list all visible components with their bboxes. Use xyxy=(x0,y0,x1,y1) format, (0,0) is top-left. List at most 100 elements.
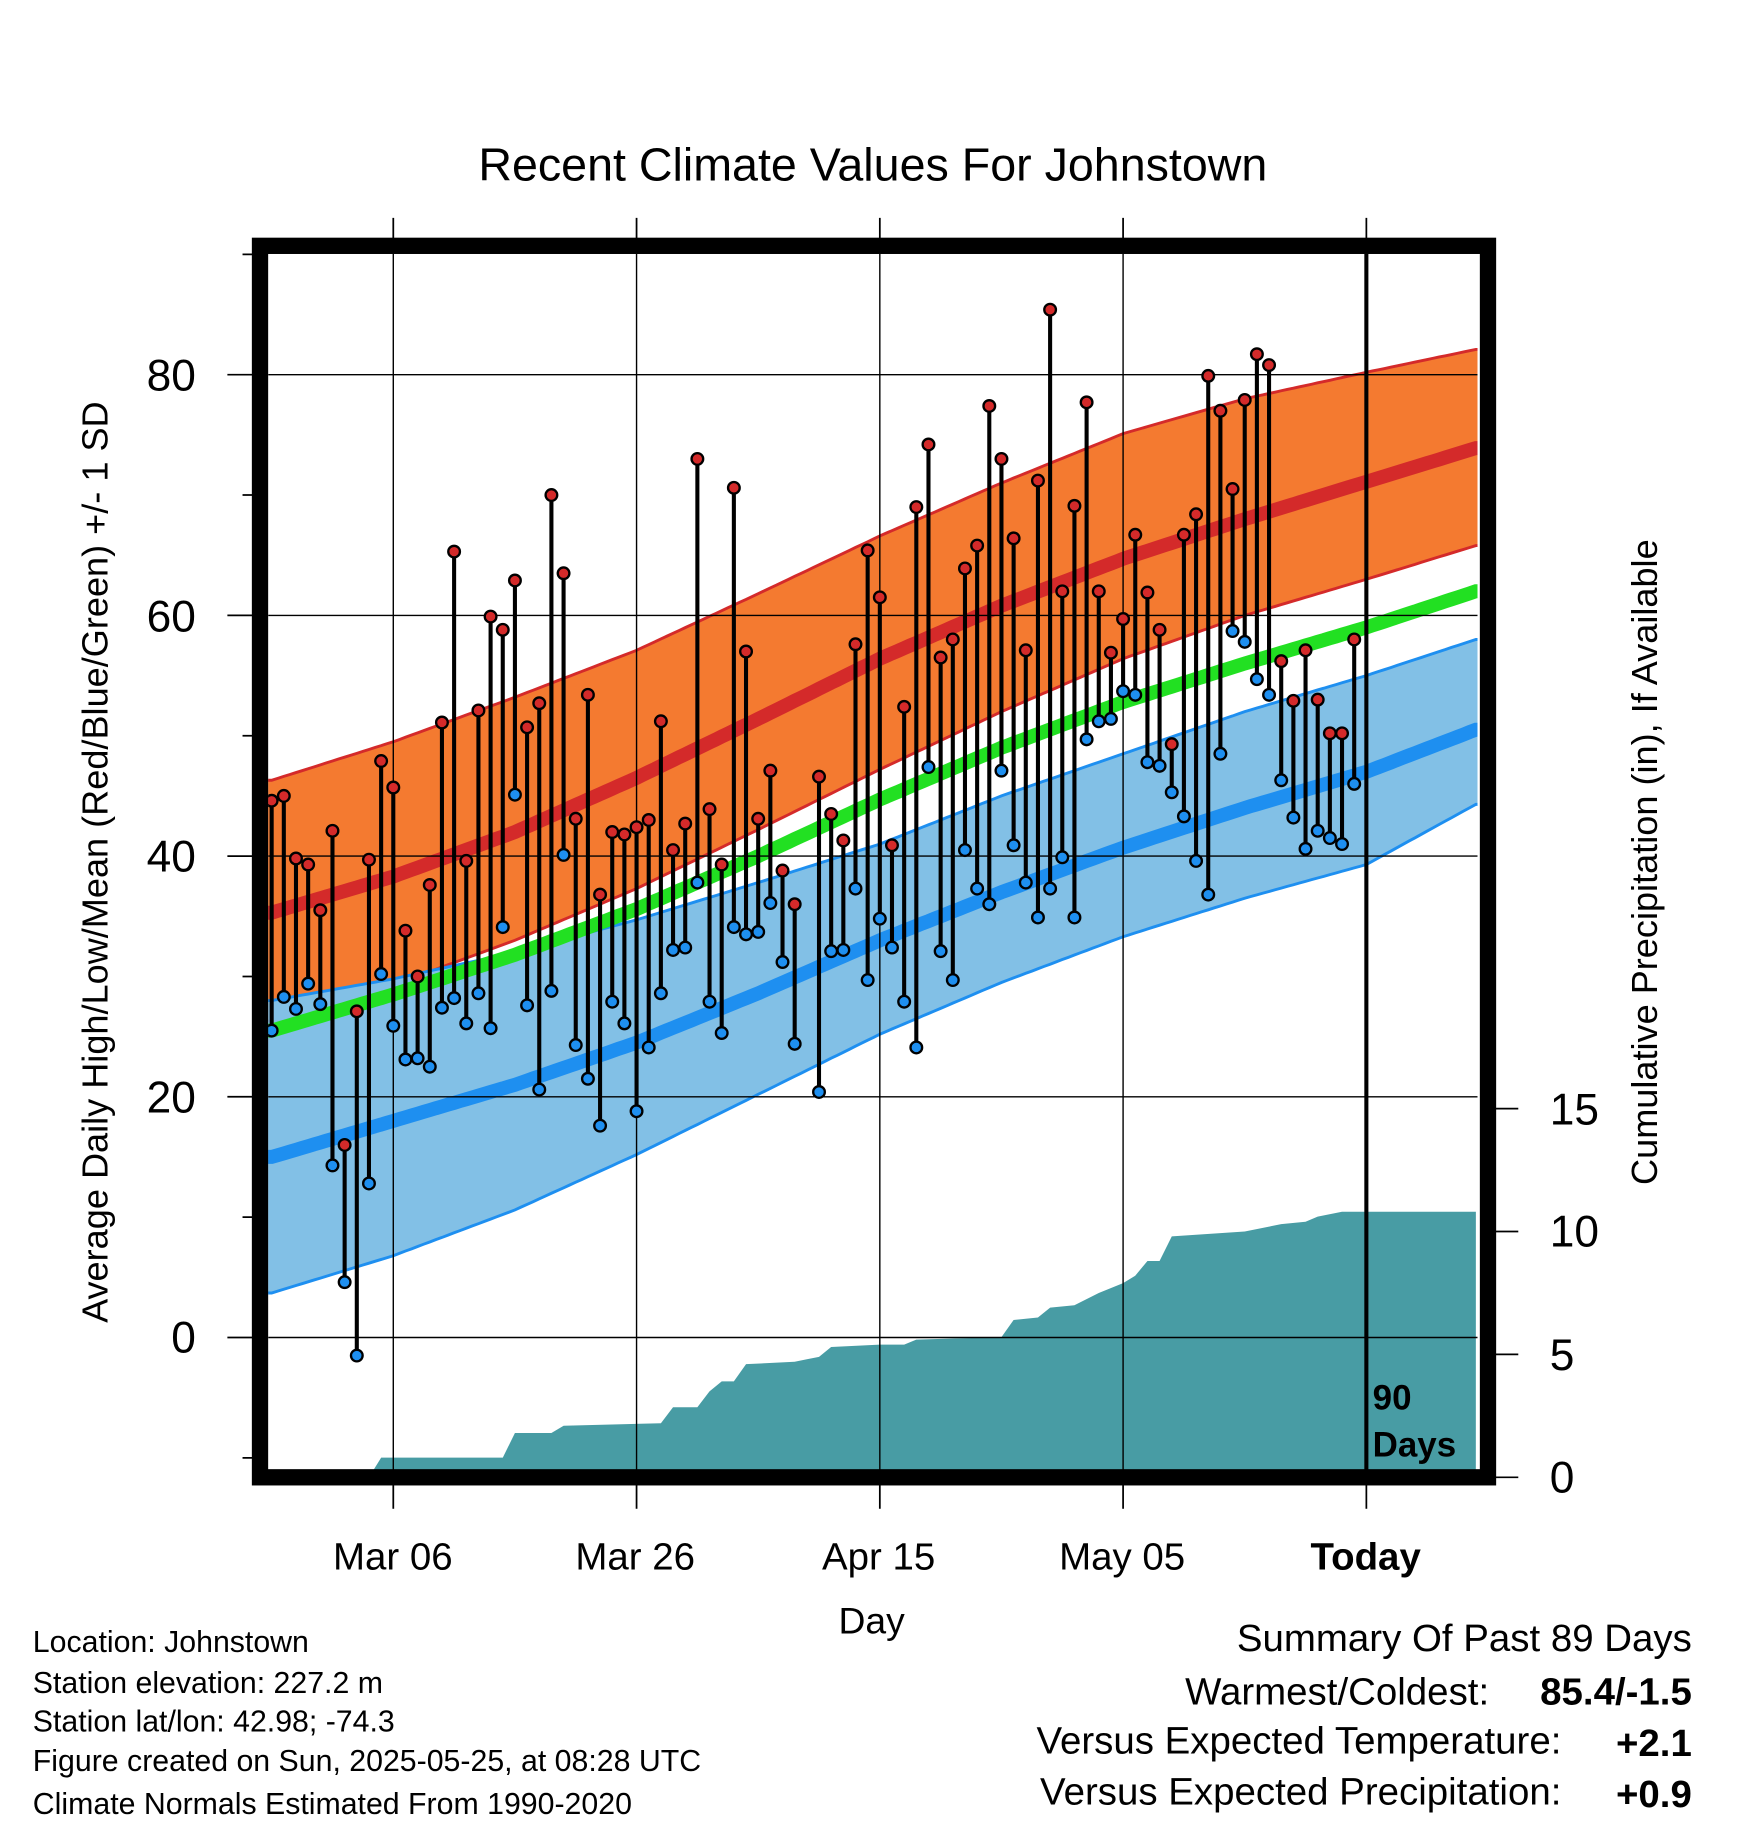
daily-low-point xyxy=(909,1040,924,1055)
daily-high-point xyxy=(1335,726,1350,741)
daily-low-point xyxy=(702,994,717,1009)
info-normals: Climate Normals Estimated From 1990-2020 xyxy=(33,1788,632,1821)
daily-high-point xyxy=(605,825,620,840)
daily-low-point xyxy=(690,875,705,890)
chart-title: Recent Climate Values For Johnstown xyxy=(478,139,1267,191)
daily-high-point xyxy=(1347,632,1362,647)
daily-low-point xyxy=(787,1036,802,1051)
daily-low-point xyxy=(605,994,620,1009)
daily-high-point xyxy=(1079,395,1094,410)
daily-low-point xyxy=(301,976,316,991)
daily-low-point xyxy=(1298,841,1313,856)
summary-precip-label: Versus Expected Precipitation: xyxy=(1040,1771,1561,1814)
x-axis-label: Day xyxy=(839,1599,906,1641)
daily-low-point xyxy=(459,1016,474,1031)
daily-high-point xyxy=(386,780,401,795)
y-tick-label: 40 xyxy=(147,832,196,881)
daily-high-point xyxy=(288,851,303,866)
info-elevation: Station elevation: 227.2 m xyxy=(33,1667,383,1700)
precip-area xyxy=(373,1211,1476,1471)
daily-low-point xyxy=(945,973,960,988)
daily-low-point xyxy=(641,1040,656,1055)
daily-low-point xyxy=(812,1084,826,1099)
daily-low-point xyxy=(629,1104,644,1119)
daily-low-point xyxy=(361,1176,376,1191)
daily-low-point xyxy=(1322,831,1337,846)
daily-low-point xyxy=(957,843,972,858)
info-created: Figure created on Sun, 2025-05-25, at 08… xyxy=(33,1745,701,1778)
daily-high-point xyxy=(422,877,437,892)
daily-low-point xyxy=(714,1026,729,1041)
daily-low-point xyxy=(653,986,668,1001)
daily-low-point xyxy=(751,924,766,939)
daily-low-point xyxy=(1006,838,1021,853)
y-tick-label: 20 xyxy=(147,1074,196,1123)
normal-mean-line xyxy=(268,584,1478,1038)
daily-high-point xyxy=(897,699,912,714)
y2-tick-label: 0 xyxy=(1550,1453,1575,1502)
daily-high-point xyxy=(1030,473,1045,488)
daily-high-point xyxy=(678,816,693,831)
daily-low-point xyxy=(422,1059,437,1074)
daily-high-point xyxy=(276,788,291,803)
y2-tick-label: 15 xyxy=(1550,1085,1599,1134)
daily-low-point xyxy=(739,927,754,942)
low-sd-band xyxy=(268,638,1478,1295)
today-days-label: Days xyxy=(1373,1425,1457,1464)
daily-high-point xyxy=(1298,643,1313,658)
daily-low-point xyxy=(349,1348,364,1363)
daily-low-point xyxy=(1103,711,1118,726)
daily-high-point xyxy=(544,488,559,503)
daily-high-point xyxy=(787,897,802,912)
daily-low-point xyxy=(386,1018,401,1033)
daily-low-point xyxy=(1116,684,1131,699)
daily-high-point xyxy=(1164,737,1179,752)
daily-high-point xyxy=(1225,482,1240,497)
daily-high-point xyxy=(1067,498,1082,513)
daily-high-point xyxy=(690,451,705,466)
daily-low-point xyxy=(1164,785,1179,800)
y2-axis-label: Cumulative Precipitation (in), If Availa… xyxy=(1624,539,1665,1185)
x-tick-label: Mar 06 xyxy=(333,1535,453,1578)
daily-low-point xyxy=(1310,823,1325,838)
daily-low-point xyxy=(666,942,681,957)
y-tick-label: 0 xyxy=(171,1314,196,1363)
daily-low-point xyxy=(763,896,778,911)
daily-high-point xyxy=(1116,612,1131,626)
daily-high-point xyxy=(483,609,498,624)
daily-low-point xyxy=(495,920,510,935)
daily-low-point xyxy=(1055,850,1070,865)
daily-high-point xyxy=(739,644,754,659)
daily-high-point xyxy=(1274,654,1289,669)
daily-high-point xyxy=(1322,726,1337,741)
daily-high-point xyxy=(1140,585,1155,600)
daily-high-point xyxy=(653,714,668,729)
daily-high-point xyxy=(641,812,656,827)
daily-high-point xyxy=(1018,643,1033,658)
daily-high-point xyxy=(921,437,936,452)
daily-low-point xyxy=(434,1000,449,1015)
daily-low-point xyxy=(982,897,997,912)
daily-low-point xyxy=(544,983,559,998)
y2-tick-label: 10 xyxy=(1550,1208,1599,1257)
daily-high-point xyxy=(884,838,899,853)
daily-high-point xyxy=(1201,368,1216,383)
daily-low-point xyxy=(1043,881,1058,896)
daily-low-point xyxy=(471,986,486,1001)
daily-high-point xyxy=(495,622,510,637)
daily-high-point xyxy=(1249,347,1264,362)
daily-high-point xyxy=(617,827,632,842)
daily-low-point xyxy=(1152,758,1167,773)
daily-low-point xyxy=(884,940,899,955)
daily-high-point xyxy=(1152,622,1167,637)
daily-low-point xyxy=(1274,773,1289,788)
high-sd-band xyxy=(268,347,1478,1023)
daily-high-point xyxy=(268,793,279,808)
daily-high-point xyxy=(1091,584,1106,599)
daily-high-point xyxy=(301,857,316,872)
daily-low-point xyxy=(1286,810,1301,825)
daily-low-point xyxy=(1347,776,1362,791)
daily-high-point xyxy=(702,802,717,817)
daily-low-point xyxy=(507,787,522,802)
